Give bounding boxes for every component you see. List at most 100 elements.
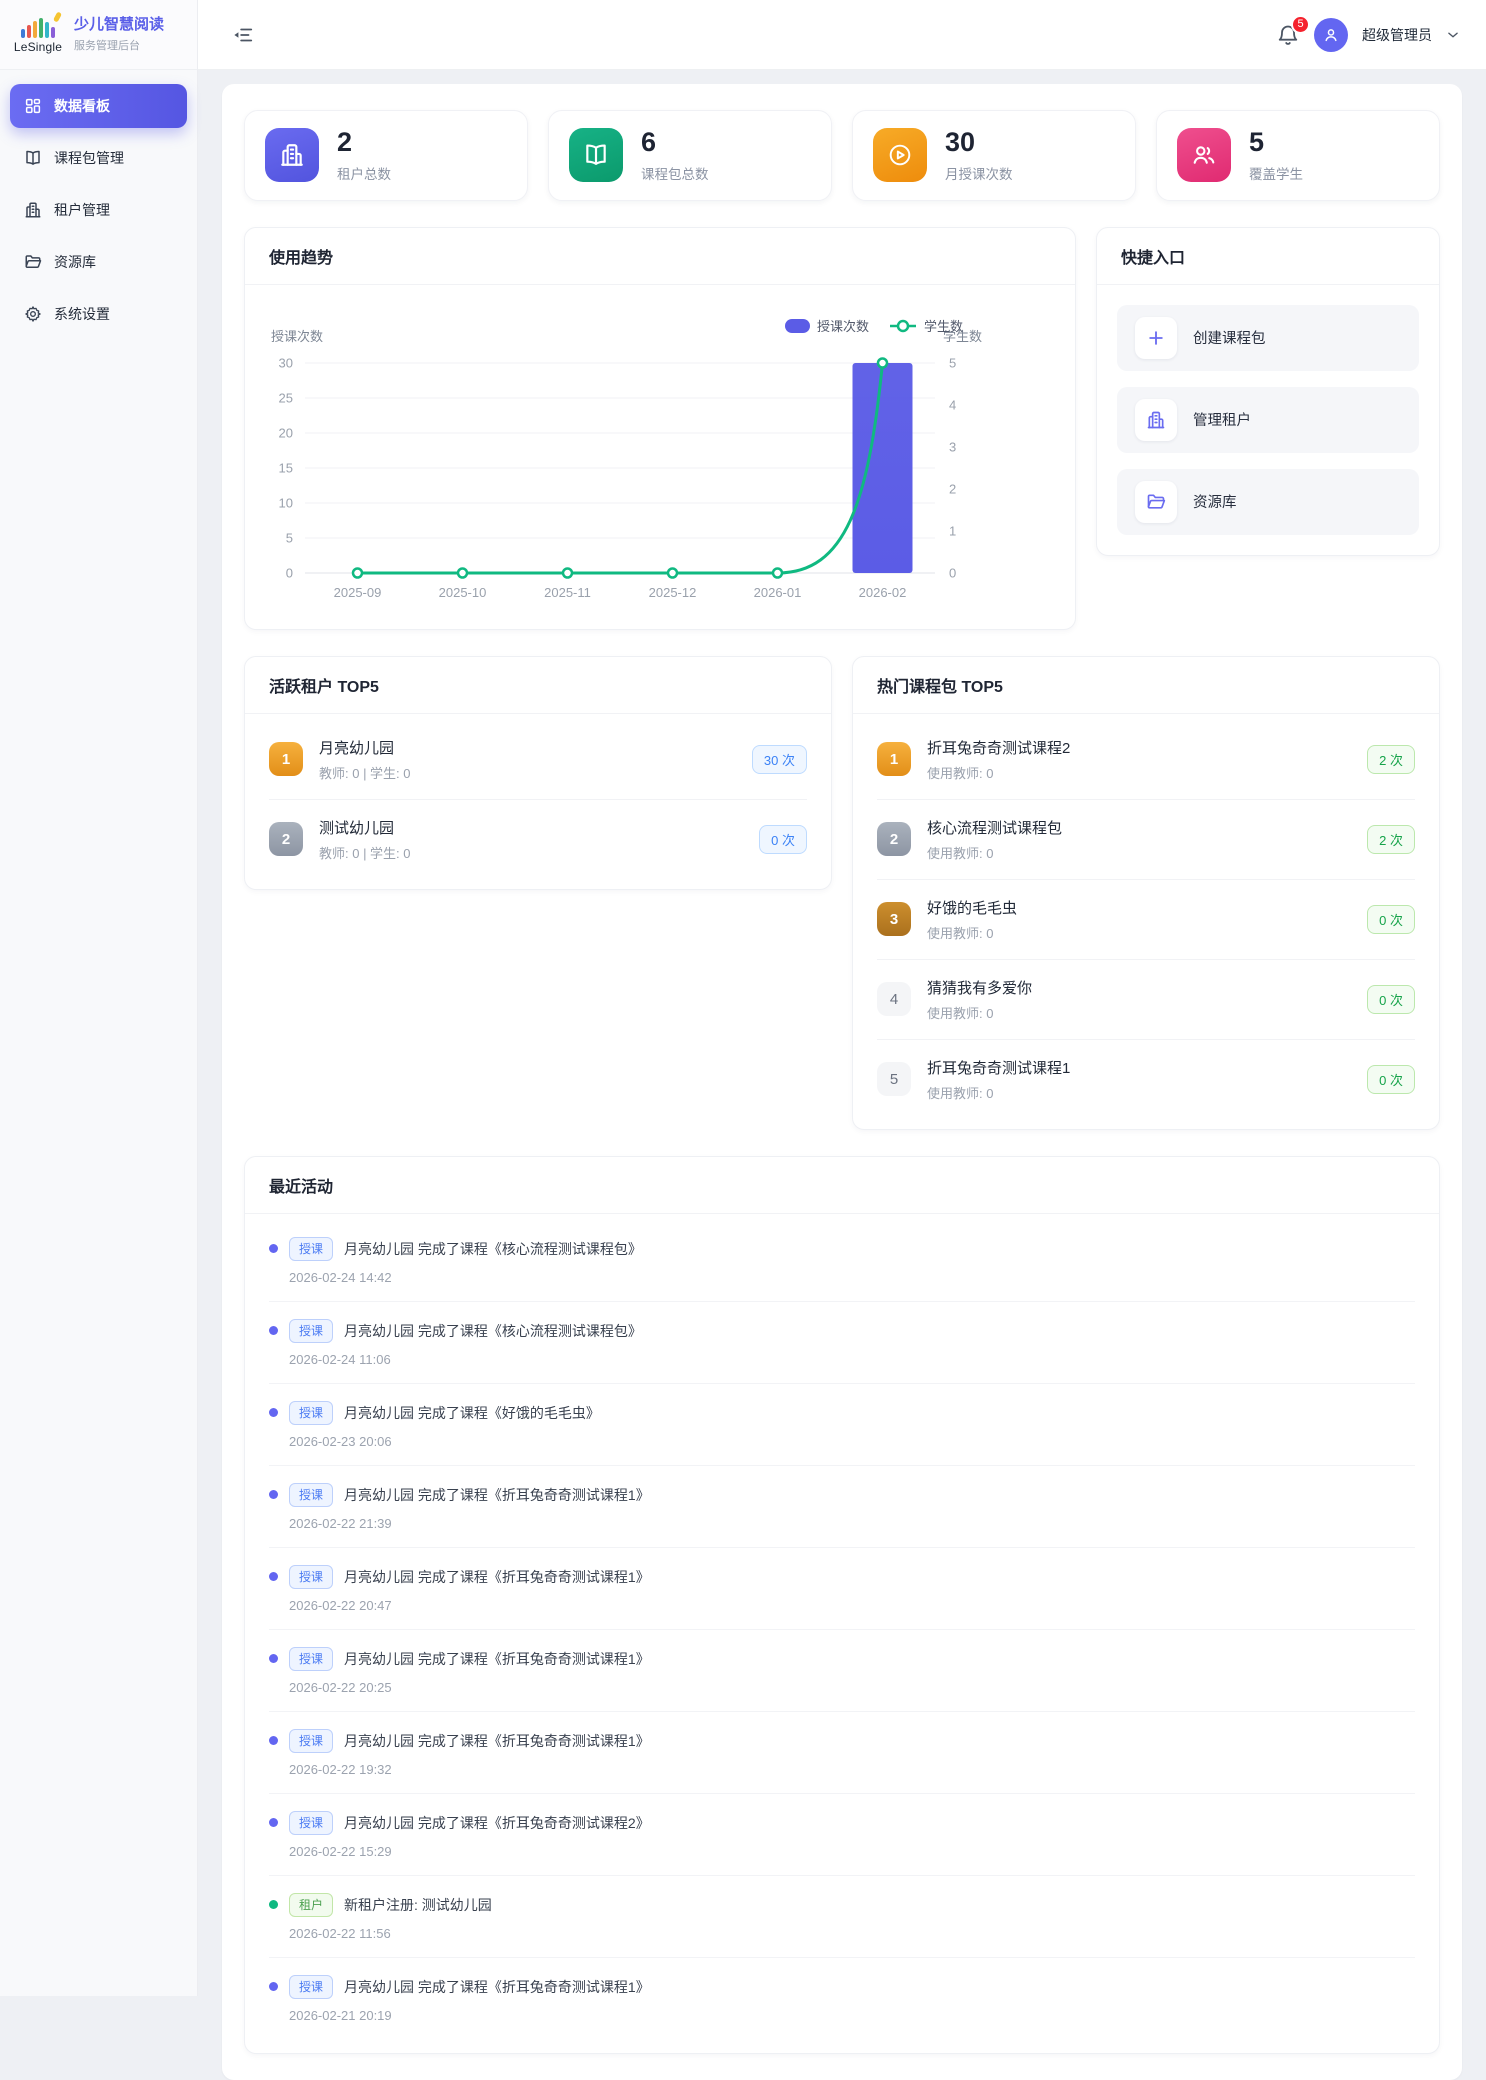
activity-text: 月亮幼儿园 完成了课程《折耳兔奇奇测试课程1》 <box>344 1732 650 1749</box>
sidebar-item-label: 课程包管理 <box>54 150 124 166</box>
svg-text:2025-12: 2025-12 <box>649 585 697 600</box>
rank-badge: 2 <box>269 822 303 857</box>
quick-entry-button[interactable]: 管理租户 <box>1117 386 1419 453</box>
svg-text:2: 2 <box>949 481 956 496</box>
sidebar-item-label: 租户管理 <box>54 202 110 218</box>
app-logo: LeSingle 少儿智慧阅读 服务管理后台 <box>0 0 197 70</box>
svg-text:1: 1 <box>949 523 956 538</box>
play-icon <box>873 128 927 183</box>
quick-entry-button[interactable]: 资源库 <box>1117 468 1419 535</box>
activity-text: 新租户注册: 测试幼儿园 <box>344 1896 492 1913</box>
top5-row[interactable]: 3 好饿的毛毛虫 使用教师: 0 0 次 <box>877 880 1415 960</box>
user-name[interactable]: 超级管理员 <box>1362 26 1432 43</box>
activity-timestamp: 2026-02-23 20:06 <box>289 1433 392 1449</box>
usage-count-badge: 2 次 <box>1367 824 1415 854</box>
svg-text:30: 30 <box>279 355 293 370</box>
activity-type-badge: 授课 <box>289 1564 334 1589</box>
stat-card: 2 租户总数 <box>244 110 528 201</box>
sidebar-collapse-icon[interactable] <box>232 24 254 46</box>
svg-text:3: 3 <box>949 439 956 454</box>
stat-card: 6 课程包总数 <box>548 110 832 201</box>
activity-text: 月亮幼儿园 完成了课程《折耳兔奇奇测试课程1》 <box>344 1486 650 1503</box>
rank-badge: 1 <box>877 742 911 777</box>
plus-icon <box>1135 316 1177 359</box>
sidebar-item-icon <box>24 97 42 115</box>
activity-row: 授课 月亮幼儿园 完成了课程《折耳兔奇奇测试课程1》 2026-02-22 20… <box>269 1548 1415 1630</box>
rank-name: 折耳兔奇奇测试课程1 <box>927 1059 1071 1077</box>
activity-timestamp: 2026-02-21 20:19 <box>289 2007 392 2023</box>
top5-row[interactable]: 1 折耳兔奇奇测试课程2 使用教师: 0 2 次 <box>877 720 1415 800</box>
quick-entry-label: 管理租户 <box>1193 413 1251 430</box>
svg-text:4: 4 <box>949 397 956 412</box>
activity-timestamp: 2026-02-22 20:25 <box>289 1679 392 1695</box>
brand-name: LeSingle <box>13 39 63 54</box>
quick-entry-label: 资源库 <box>1193 495 1237 512</box>
rank-badge: 2 <box>877 822 911 857</box>
active-tenants-card: 活跃租户 TOP5 1 月亮幼儿园 教师: 0 | 学生: 0 30 次 2 测… <box>244 655 832 890</box>
usage-count-badge: 0 次 <box>1367 1064 1415 1094</box>
sidebar-item-book[interactable]: 课程包管理 <box>10 136 187 180</box>
app-subtitle: 服务管理后台 <box>74 39 140 52</box>
svg-text:2026-01: 2026-01 <box>754 585 802 600</box>
sidebar-item-label: 系统设置 <box>54 306 110 322</box>
activity-row: 授课 月亮幼儿园 完成了课程《好饿的毛毛虫》 2026-02-23 20:06 <box>269 1384 1415 1466</box>
rank-badge: 1 <box>269 742 303 777</box>
activity-dot <box>269 1244 278 1254</box>
svg-text:0: 0 <box>949 565 956 580</box>
sidebar-item-gear[interactable]: 系统设置 <box>10 292 187 336</box>
stat-value: 6 <box>641 127 657 157</box>
top5-row[interactable]: 5 折耳兔奇奇测试课程1 使用教师: 0 0 次 <box>877 1040 1415 1119</box>
sidebar-item-icon <box>24 201 42 219</box>
svg-text:2025-10: 2025-10 <box>439 585 487 600</box>
quick-entry-label: 创建课程包 <box>1193 331 1266 348</box>
sidebar: LeSingle 少儿智慧阅读 服务管理后台 数据看板 课程包管理 租户管理 资… <box>0 0 198 1996</box>
top-bar: 5 超级管理员 <box>198 0 1486 70</box>
rank-badge: 4 <box>877 982 911 1017</box>
notifications-bell-icon[interactable]: 5 <box>1276 14 1310 47</box>
recent-activity-card: 最近活动 授课 月亮幼儿园 完成了课程《核心流程测试课程包》 2026-02-2… <box>244 1155 1440 2054</box>
svg-text:10: 10 <box>279 495 293 510</box>
users-icon <box>1177 128 1231 183</box>
quick-entry-button[interactable]: 创建课程包 <box>1117 304 1419 371</box>
activity-dot <box>269 1654 278 1664</box>
activity-dot <box>269 1818 278 1828</box>
chevron-down-icon[interactable] <box>1446 28 1460 42</box>
top5-row[interactable]: 1 月亮幼儿园 教师: 0 | 学生: 0 30 次 <box>269 720 807 800</box>
usage-trend-card: 使用趋势 0 5 10 15 20 25 30 0 1 2 3 4 5 授课次数 学生数 2025-09 202… <box>244 226 1076 630</box>
activity-row: 授课 月亮幼儿园 完成了课程《核心流程测试课程包》 2026-02-24 14:… <box>269 1220 1415 1302</box>
svg-text:5: 5 <box>286 530 293 545</box>
activity-timestamp: 2026-02-22 11:56 <box>289 1925 391 1941</box>
rank-meta: 教师: 0 | 学生: 0 <box>319 765 411 781</box>
rank-meta: 使用教师: 0 <box>927 1005 994 1021</box>
activity-row: 授课 月亮幼儿园 完成了课程《折耳兔奇奇测试课程1》 2026-02-22 19… <box>269 1712 1415 1794</box>
activity-row: 授课 月亮幼儿园 完成了课程《折耳兔奇奇测试课程2》 2026-02-22 15… <box>269 1794 1415 1876</box>
top5-row[interactable]: 2 测试幼儿园 教师: 0 | 学生: 0 0 次 <box>269 800 807 879</box>
top5-row[interactable]: 4 猜猜我有多爱你 使用教师: 0 0 次 <box>877 960 1415 1040</box>
activity-type-badge: 授课 <box>289 1646 334 1671</box>
svg-text:2025-11: 2025-11 <box>544 585 591 600</box>
svg-text:学生数: 学生数 <box>943 329 982 344</box>
stat-label: 覆盖学生 <box>1249 166 1303 182</box>
activity-dot <box>269 1572 278 1582</box>
main-content: 2 租户总数 6 课程包总数 30 月授课次数 5 覆盖学生 使用趋势 <box>198 70 1486 2080</box>
stat-value: 5 <box>1249 127 1265 157</box>
activity-text: 月亮幼儿园 完成了课程《折耳兔奇奇测试课程1》 <box>344 1978 650 1995</box>
activity-timestamp: 2026-02-22 15:29 <box>289 1843 392 1859</box>
stat-card: 30 月授课次数 <box>852 110 1136 201</box>
quick-entry-title: 快捷入口 <box>1121 249 1186 267</box>
top5-row[interactable]: 2 核心流程测试课程包 使用教师: 0 2 次 <box>877 800 1415 880</box>
svg-text:学生数: 学生数 <box>924 319 963 334</box>
activity-dot <box>269 1408 278 1418</box>
svg-text:0: 0 <box>286 565 293 580</box>
rank-badge: 3 <box>877 902 911 937</box>
activity-type-badge: 授课 <box>289 1318 334 1343</box>
sidebar-item-dashboard[interactable]: 数据看板 <box>10 84 187 128</box>
activity-row: 授课 月亮幼儿园 完成了课程《折耳兔奇奇测试课程1》 2026-02-22 21… <box>269 1466 1415 1548</box>
usage-count-badge: 0 次 <box>759 824 807 854</box>
sidebar-item-building[interactable]: 租户管理 <box>10 188 187 232</box>
user-avatar[interactable] <box>1314 17 1348 52</box>
sidebar-item-folder[interactable]: 资源库 <box>10 240 187 284</box>
rank-name: 核心流程测试课程包 <box>927 819 1063 837</box>
rank-meta: 教师: 0 | 学生: 0 <box>319 845 411 861</box>
activity-type-badge: 租户 <box>289 1892 334 1917</box>
